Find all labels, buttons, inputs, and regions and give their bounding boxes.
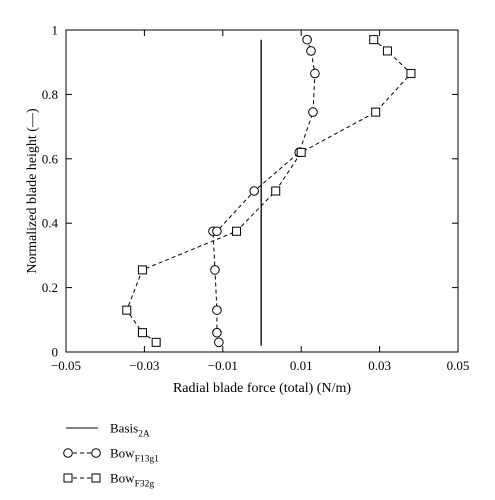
y-axis-label: Normalized blade height (—)	[25, 108, 40, 274]
data-point-bow13	[302, 34, 312, 45]
legend-label-bow32: BowF32g	[110, 471, 154, 490]
x-tick-label: −0.01	[208, 358, 238, 373]
y-tick-label: 0	[52, 345, 59, 360]
data-point-bow32	[232, 226, 242, 236]
data-point-bow13	[212, 327, 222, 338]
y-tick-label: 0.8	[42, 87, 58, 102]
data-point-bow13	[310, 68, 320, 79]
x-tick-label: −0.03	[129, 358, 159, 373]
series-line-bow13	[212, 39, 316, 343]
data-point-bow13	[212, 305, 222, 315]
data-point-bow32	[122, 305, 132, 315]
y-tick-label: 0.2	[42, 280, 58, 295]
data-point-bow13	[306, 46, 316, 56]
x-tick-label: −0.05	[51, 358, 81, 373]
legend-label-bow13: BowF13g1	[110, 446, 159, 465]
plot-frame	[65, 29, 459, 353]
legend-marker-bow13	[91, 448, 101, 458]
data-point-bow32	[137, 265, 147, 275]
y-tick-label: 0.6	[42, 151, 59, 166]
x-tick-label: 0.01	[290, 358, 313, 373]
data-point-bow32	[406, 68, 416, 78]
x-axis-label: Radial blade force (total) (N/m)	[173, 381, 351, 396]
data-point-bow32	[369, 35, 379, 45]
data-point-bow32	[271, 186, 281, 196]
data-point-bow32	[296, 147, 306, 157]
data-point-bow13	[249, 186, 259, 196]
legend-label-basis: Basis2A	[110, 421, 150, 440]
legend-marker-bow13	[63, 448, 73, 458]
series-layer	[122, 34, 416, 348]
axis-ticks: −0.05 −0.03 −0.01 0.01 0.03 0.05 0 0.2 0.4 0.6 0.8…	[42, 23, 470, 374]
series-line-bow32	[126, 39, 412, 343]
data-point-bow13	[308, 107, 318, 117]
data-point-bow32	[382, 46, 392, 56]
data-point-bow13	[214, 337, 224, 348]
y-tick-label: 0.4	[42, 216, 59, 231]
legend: Basis2A BowF13g1 BowF32g	[63, 421, 159, 490]
data-point-bow13	[210, 265, 220, 275]
x-tick-label: 0.03	[368, 358, 391, 373]
x-tick-label: 0.05	[447, 358, 470, 373]
data-point-bow32	[151, 337, 161, 347]
legend-marker-bow32	[91, 473, 101, 483]
y-tick-label: 1	[52, 23, 59, 38]
data-point-bow13	[212, 226, 222, 237]
legend-marker-bow32	[63, 473, 73, 483]
data-point-bow32	[371, 107, 381, 117]
data-point-bow32	[137, 328, 147, 338]
